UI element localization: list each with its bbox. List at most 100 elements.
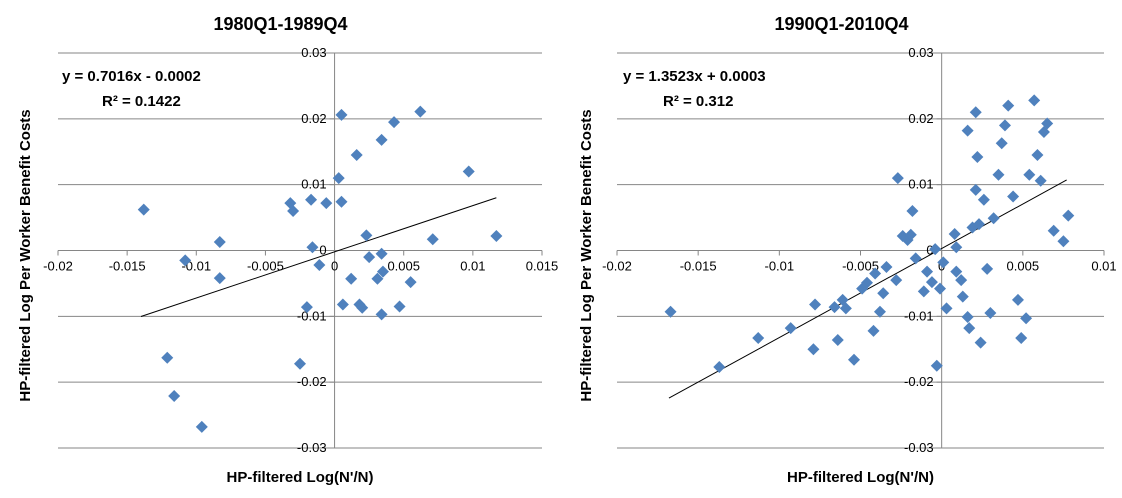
data-point xyxy=(752,332,765,345)
x-tick-label: 0.005 xyxy=(387,259,420,274)
data-point xyxy=(664,305,677,318)
r-squared-label: R² = 0.312 xyxy=(663,93,733,110)
data-point xyxy=(1020,312,1033,325)
data-point xyxy=(909,252,922,265)
data-point xyxy=(809,298,822,311)
chart-plot-area: -0.02 -0.015 -0.01 -0.005 0 0.005 0.01 0.015 -0.… xyxy=(17,45,558,486)
data-point xyxy=(906,205,919,217)
data-point xyxy=(1007,190,1020,203)
data-point xyxy=(313,258,326,271)
data-point xyxy=(388,116,401,129)
trendline-equation: y = 0.7016x - 0.0002 xyxy=(62,68,201,85)
data-point xyxy=(375,247,388,260)
data-point xyxy=(921,265,934,278)
data-point xyxy=(973,218,986,231)
trendline xyxy=(668,179,1067,399)
x-tick-label: -0.005 xyxy=(247,259,284,274)
data-point xyxy=(950,241,963,254)
data-point xyxy=(956,290,969,303)
data-point xyxy=(287,205,300,217)
data-point xyxy=(1057,235,1070,248)
y-tick-label: -0.01 xyxy=(904,308,934,323)
y-axis-title: HP-filtered Log Per Worker Benefit Costs xyxy=(17,109,34,401)
data-point xyxy=(713,361,726,374)
data-point xyxy=(1031,149,1044,162)
data-point xyxy=(294,357,306,370)
data-point xyxy=(1023,168,1036,181)
trendline xyxy=(140,197,497,317)
y-tick-label: -0.01 xyxy=(297,308,327,323)
data-point xyxy=(961,124,974,137)
data-point xyxy=(917,285,930,298)
data-point xyxy=(860,276,873,289)
y-tick-label: 0.03 xyxy=(301,45,326,60)
data-point xyxy=(867,324,880,337)
data-point xyxy=(848,353,861,366)
data-point xyxy=(1011,293,1024,306)
data-point xyxy=(974,336,987,349)
y-axis-title: HP-filtered Log Per Worker Benefit Costs xyxy=(578,109,595,401)
data-point xyxy=(828,301,841,314)
y-tick-label: -0.03 xyxy=(297,440,327,455)
data-point xyxy=(839,302,852,315)
data-point xyxy=(345,272,358,285)
data-point xyxy=(950,265,963,278)
x-tick-label: 0.005 xyxy=(1007,259,1040,274)
data-point xyxy=(363,251,376,264)
data-point xyxy=(904,228,917,241)
data-point xyxy=(320,197,333,210)
data-point xyxy=(969,106,982,119)
data-point xyxy=(404,276,417,289)
data-point xyxy=(336,298,349,311)
data-point xyxy=(305,193,318,206)
data-point xyxy=(981,262,994,275)
data-point xyxy=(1002,99,1015,112)
data-point xyxy=(375,133,388,146)
data-point xyxy=(955,274,968,287)
data-point xyxy=(807,343,820,356)
y-tick-label: -0.02 xyxy=(297,374,327,389)
data-point xyxy=(961,310,974,323)
data-point xyxy=(306,241,319,254)
data-point xyxy=(930,359,943,372)
data-point xyxy=(869,267,882,280)
data-point xyxy=(300,301,313,314)
data-point xyxy=(984,307,997,320)
data-point xyxy=(356,301,369,314)
x-tick-label: -0.005 xyxy=(842,259,879,274)
data-point xyxy=(376,265,389,278)
data-point xyxy=(1015,332,1028,345)
data-point xyxy=(1047,224,1060,237)
data-point xyxy=(890,274,903,287)
data-point xyxy=(335,195,348,208)
data-point xyxy=(350,149,363,162)
y-tick-label: 0.02 xyxy=(301,111,326,126)
data-point xyxy=(969,183,982,196)
data-point xyxy=(414,105,427,118)
data-point xyxy=(992,168,1005,181)
x-tick-label: 0 xyxy=(331,259,338,274)
data-point xyxy=(880,260,893,273)
y-tick-label: -0.03 xyxy=(904,440,934,455)
y-tick-label: 0 xyxy=(319,243,326,258)
data-point xyxy=(335,108,348,121)
data-point xyxy=(998,119,1011,132)
x-axis-title: HP-filtered Log(N'/N) xyxy=(787,469,934,486)
data-point xyxy=(371,272,384,285)
scatter-chart-1980s: 1980Q1-1989Q4 -0.02 -0.015 -0.01 -0.005 0 0.0… xyxy=(0,0,561,493)
data-point xyxy=(995,137,1008,150)
data-point xyxy=(877,287,890,300)
x-tick-label: -0.02 xyxy=(602,259,632,274)
data-point xyxy=(891,172,904,185)
data-point xyxy=(873,305,886,318)
data-point xyxy=(360,229,373,242)
data-point xyxy=(1028,94,1041,107)
data-point xyxy=(940,302,953,315)
data-point xyxy=(426,233,439,246)
x-tick-label: -0.015 xyxy=(680,259,717,274)
data-point xyxy=(1062,209,1075,222)
chart-title: 1990Q1-2010Q4 xyxy=(774,14,909,34)
data-point xyxy=(934,282,947,295)
data-point xyxy=(971,151,984,164)
data-point xyxy=(987,212,1000,225)
